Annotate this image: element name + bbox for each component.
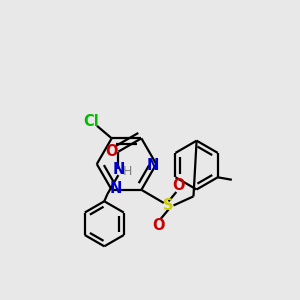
Text: O: O	[152, 218, 164, 233]
Text: N: N	[112, 162, 124, 177]
Text: S: S	[163, 198, 174, 213]
Text: Cl: Cl	[83, 114, 99, 129]
Text: O: O	[105, 143, 118, 158]
Text: N: N	[146, 158, 159, 172]
Text: H: H	[122, 166, 132, 178]
Text: O: O	[172, 178, 185, 193]
Text: N: N	[109, 181, 122, 196]
